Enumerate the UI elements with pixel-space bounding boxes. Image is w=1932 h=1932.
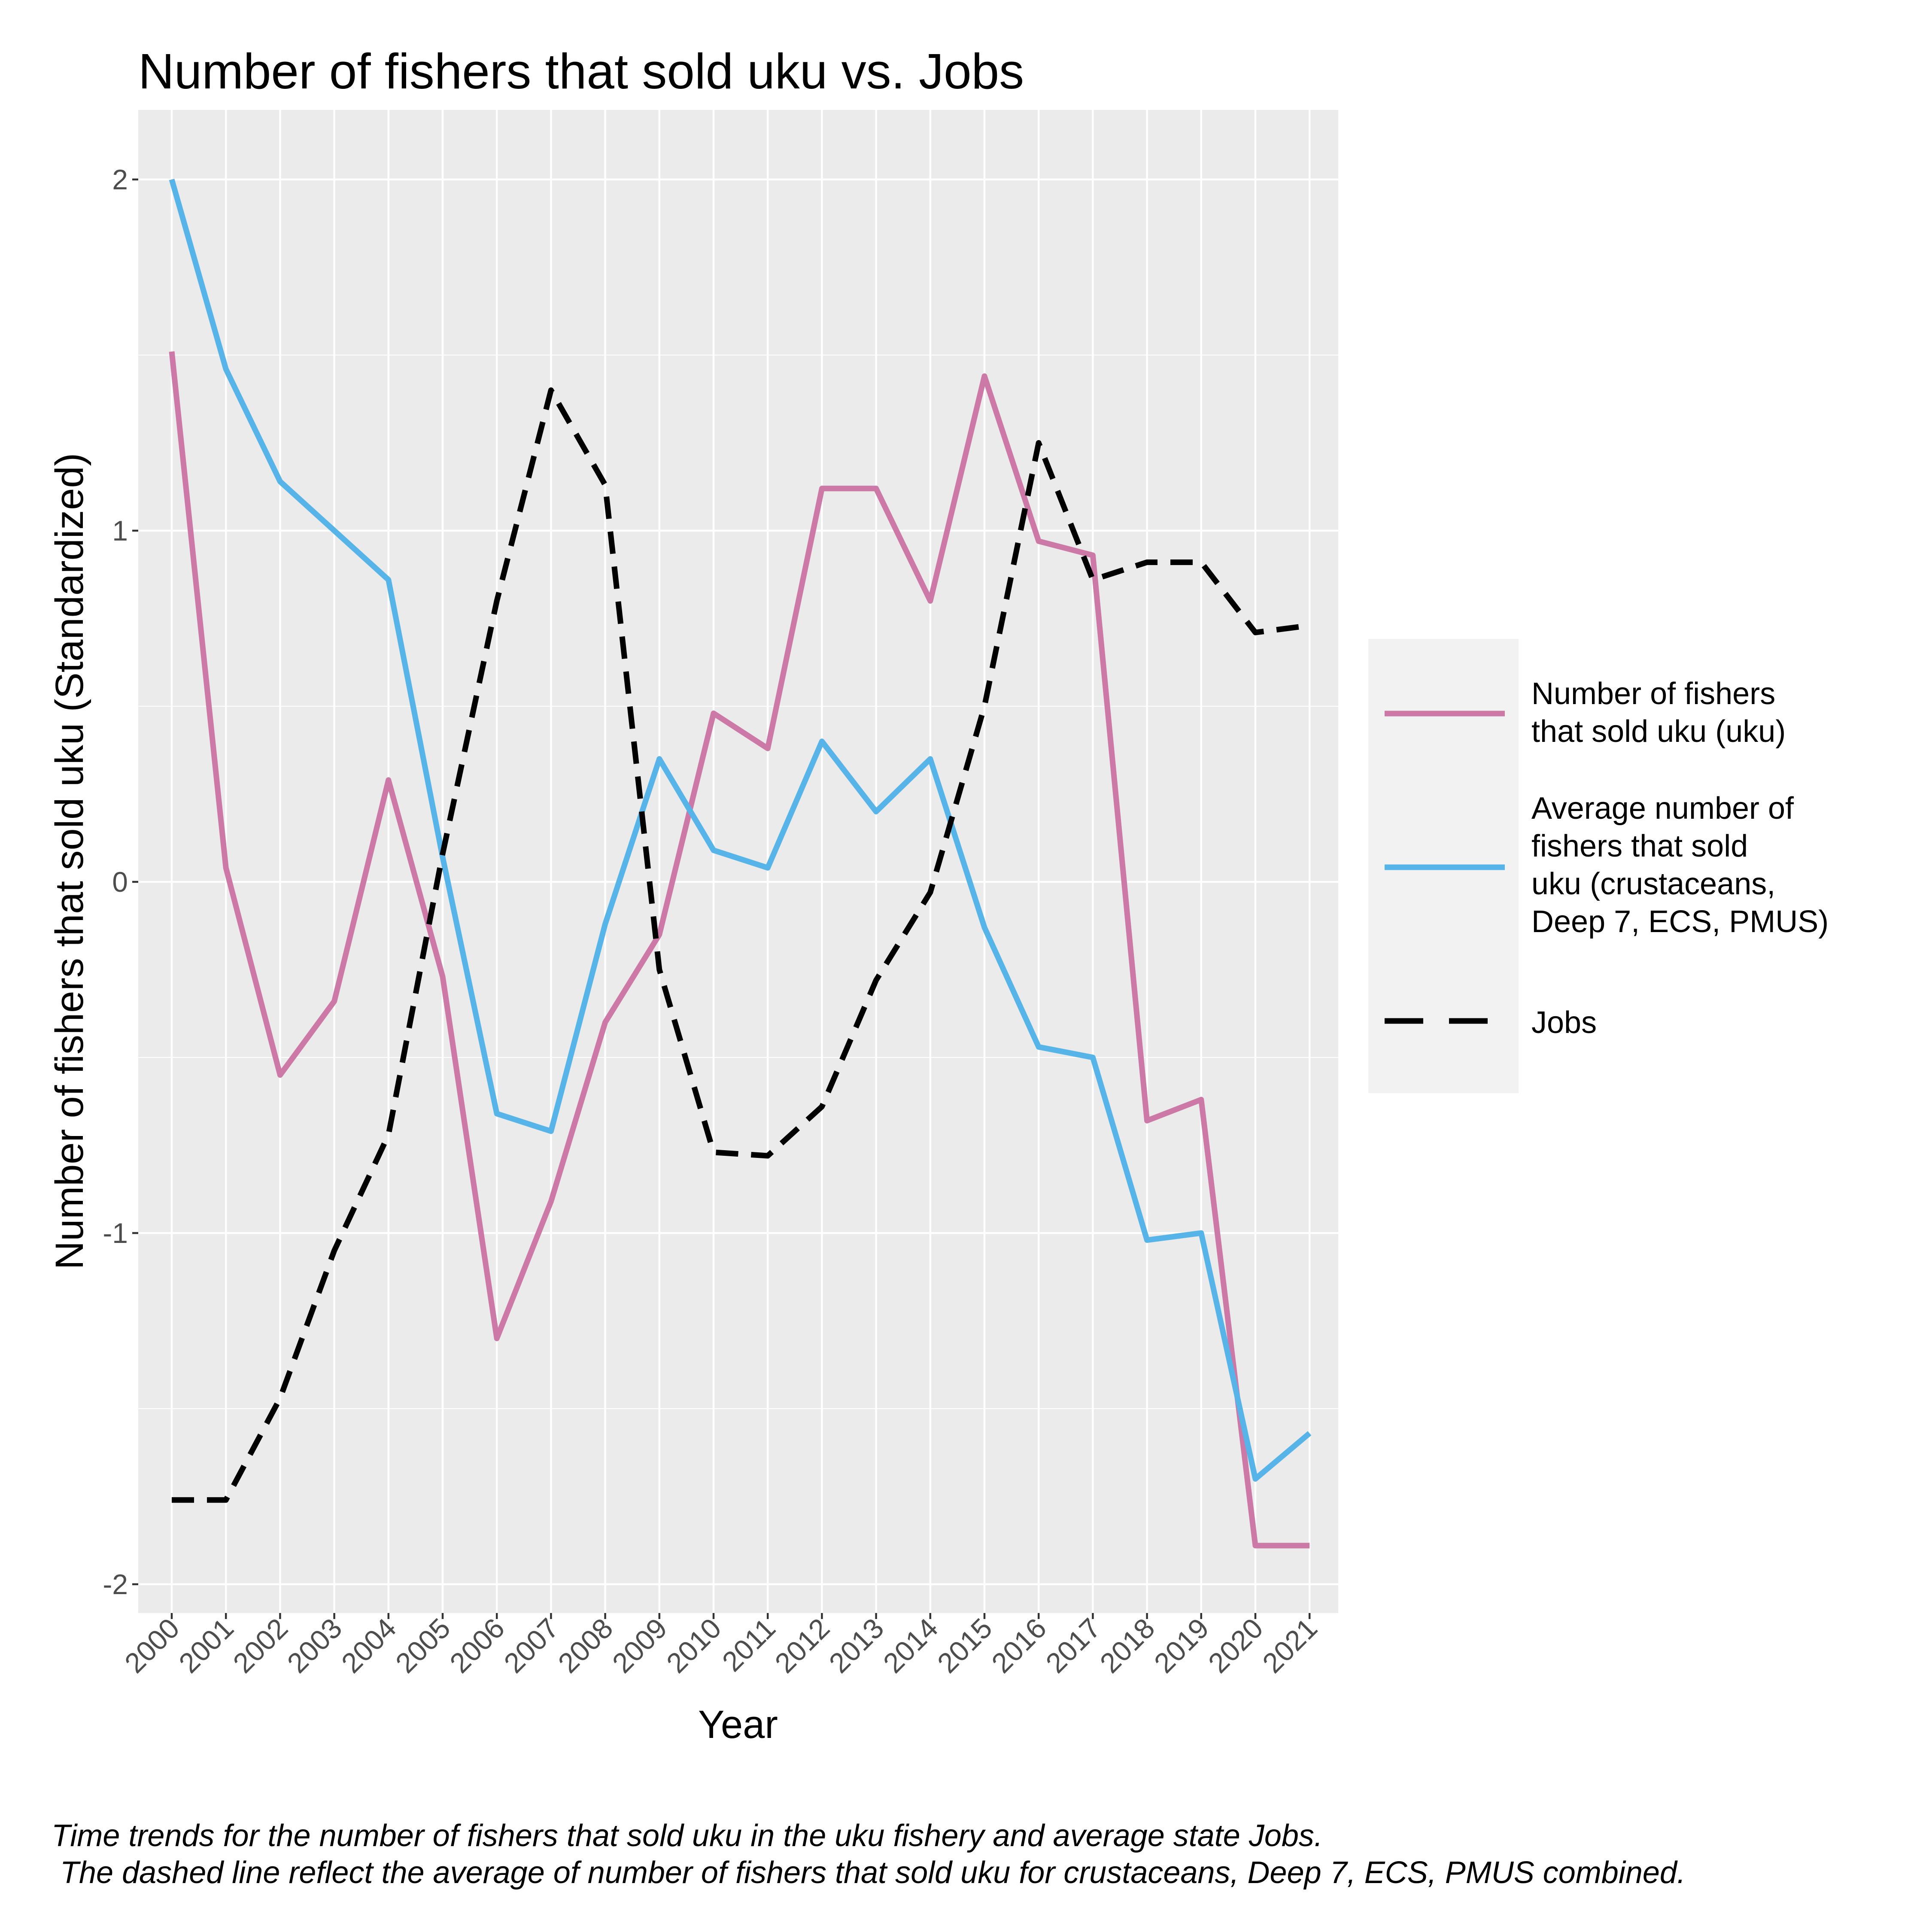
- plot-panel: [138, 110, 1338, 1613]
- series-lines: [169, 179, 1312, 1549]
- y-tick-label: -1: [103, 1217, 128, 1249]
- legend-label-1: Deep 7, ECS, PMUS): [1531, 905, 1829, 939]
- series-line-1: [169, 179, 1312, 1482]
- x-axis-title: Year: [698, 1703, 778, 1747]
- y-tick-label: -2: [103, 1568, 128, 1600]
- legend-label-0: Number of fishers: [1531, 677, 1775, 711]
- legend-label-2: Jobs: [1531, 1005, 1597, 1040]
- legend-label-1: fishers that sold: [1531, 829, 1748, 863]
- y-axis-title: Number of fishers that sold uku (Standar…: [48, 453, 91, 1270]
- legend-label-1: Average number of: [1531, 791, 1794, 826]
- y-tick-label: 1: [112, 515, 128, 547]
- series-line-2: [172, 387, 1310, 1503]
- y-tick-label: 2: [112, 164, 128, 195]
- caption-line: The dashed line reflect the average of n…: [52, 1856, 1686, 1890]
- y-axis: -2 -1 0 1 2: [103, 164, 138, 1600]
- y-tick-label: 0: [112, 866, 128, 898]
- legend-label-0: that sold uku (uku): [1531, 714, 1786, 749]
- chart-title: Number of fishers that sold uku vs. Jobs: [138, 43, 1024, 99]
- caption: Time trends for the number of fishers th…: [52, 1819, 1686, 1890]
- caption-line: Time trends for the number of fishers th…: [52, 1819, 1323, 1853]
- legend-label-1: uku (crustaceans,: [1531, 867, 1775, 901]
- series-line-0: [169, 351, 1310, 1549]
